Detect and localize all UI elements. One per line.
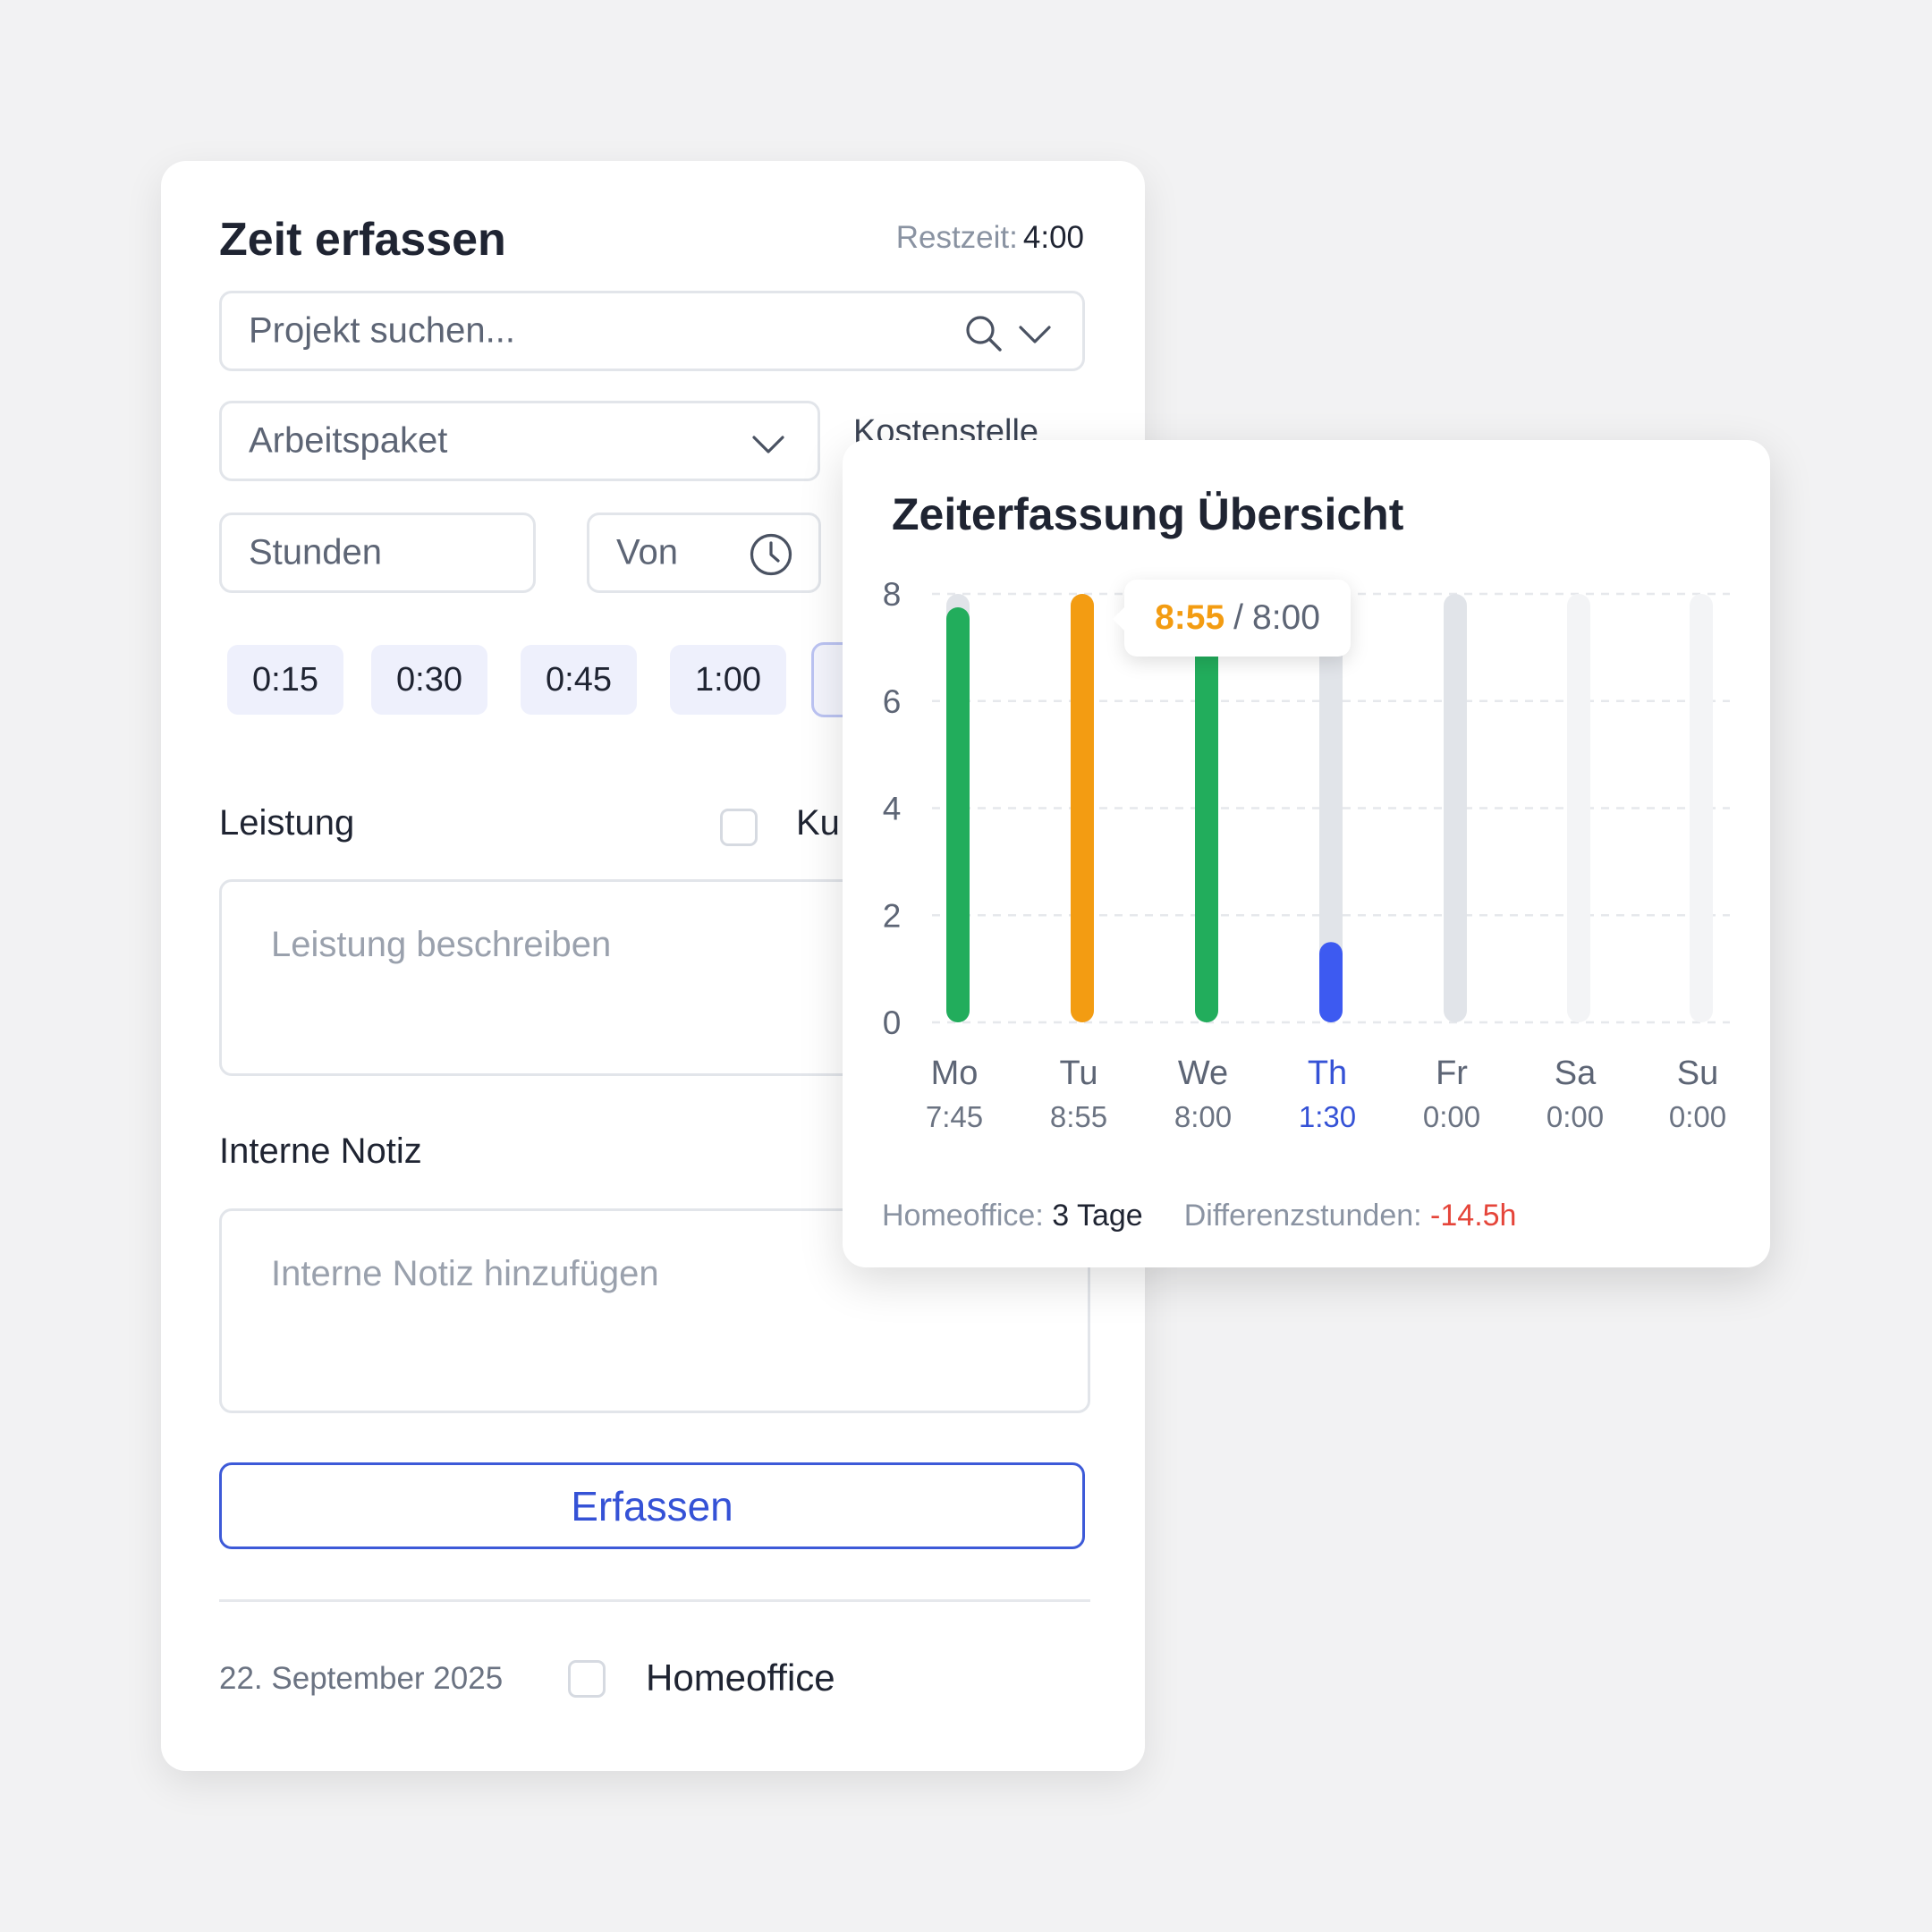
page-title: Zeit erfassen bbox=[219, 214, 506, 266]
leistung-placeholder: Leistung beschreiben bbox=[271, 925, 612, 964]
kunde-checkbox[interactable] bbox=[720, 809, 758, 846]
quick-time-button[interactable]: 1:00 bbox=[670, 645, 786, 715]
x-tick-label: Fr bbox=[1436, 1055, 1468, 1092]
overview-footer: Homeoffice: 3 Tage Differenzstunden: -14.… bbox=[882, 1199, 1516, 1233]
bar-value-label: 0:00 bbox=[1423, 1100, 1480, 1133]
x-tick-label: Mo bbox=[931, 1055, 979, 1092]
homeoffice-checkbox[interactable] bbox=[568, 1660, 606, 1698]
leistung-label: Leistung bbox=[219, 803, 355, 843]
remaining-time: Restzeit: 4:00 bbox=[896, 220, 1084, 256]
y-tick-label: 2 bbox=[883, 897, 902, 934]
hours-placeholder: Stunden bbox=[249, 532, 383, 572]
bar-mo bbox=[946, 606, 970, 1022]
search-icon[interactable] bbox=[964, 314, 1004, 353]
bar-track bbox=[1319, 594, 1343, 1022]
bar-track bbox=[1444, 594, 1467, 1022]
y-tick-label: 6 bbox=[883, 683, 902, 720]
chevron-down-icon[interactable] bbox=[751, 434, 785, 455]
tooltip-pointer bbox=[1113, 606, 1125, 631]
entry-date: 22. September 2025 bbox=[219, 1661, 504, 1696]
bar-value-label: 0:00 bbox=[1546, 1100, 1604, 1133]
hours-input[interactable]: Stunden bbox=[219, 513, 536, 593]
x-tick-label: Tu bbox=[1060, 1055, 1098, 1092]
start-time-input[interactable]: Von bbox=[587, 513, 821, 593]
x-tick-label: We bbox=[1178, 1055, 1228, 1092]
tooltip-target: 8:00 bbox=[1252, 598, 1320, 637]
weekly-hours-chart: 0 2 4 6 8 Mo 7:45 Tu 8:55 We 8:00 Th 1:30 Fr 0:00 Sa 0:0… bbox=[883, 576, 1730, 1133]
x-tick-label: Sa bbox=[1555, 1055, 1597, 1092]
overview-card: Zeiterfassung Übersicht 0 2 4 6 8 Mo 7:45 Tu 8:5… bbox=[843, 440, 1770, 1267]
tooltip-actual: 8:55 bbox=[1155, 598, 1225, 637]
notiz-placeholder: Interne Notiz hinzufügen bbox=[271, 1254, 659, 1293]
arbeitspaket-placeholder: Arbeitspaket bbox=[249, 420, 448, 461]
diff-hours-value: -14.5h bbox=[1430, 1199, 1517, 1233]
bar-th bbox=[1319, 942, 1343, 1022]
homeoffice-summary-label: Homeoffice: bbox=[882, 1199, 1044, 1233]
bar-value-label: 7:45 bbox=[926, 1100, 983, 1133]
y-tick-label: 4 bbox=[883, 791, 902, 827]
notiz-label: Interne Notiz bbox=[219, 1131, 422, 1171]
bar-track bbox=[1567, 594, 1590, 1022]
bar-value-label: 0:00 bbox=[1669, 1100, 1726, 1133]
y-tick-label: 8 bbox=[883, 576, 902, 613]
bar-tooltip: 8:55/8:00 bbox=[1113, 580, 1351, 657]
submit-button[interactable]: Erfassen bbox=[219, 1462, 1085, 1549]
remaining-time-label: Restzeit: bbox=[895, 220, 1018, 255]
bar-tu bbox=[1071, 594, 1094, 1022]
divider bbox=[219, 1599, 1090, 1602]
clock-icon[interactable] bbox=[749, 532, 793, 577]
bar-value-label: 8:00 bbox=[1174, 1100, 1232, 1133]
x-tick-label: Th bbox=[1308, 1055, 1347, 1092]
tooltip-separator: / bbox=[1233, 598, 1243, 637]
homeoffice-summary-value: 3 Tage bbox=[1052, 1199, 1143, 1233]
quick-time-button[interactable]: 0:30 bbox=[371, 645, 487, 715]
diff-hours-label: Differenzstunden: bbox=[1183, 1199, 1422, 1233]
homeoffice-label: Homeoffice bbox=[646, 1657, 835, 1699]
y-tick-label: 0 bbox=[883, 1004, 902, 1041]
project-search-placeholder: Projekt suchen... bbox=[249, 310, 515, 351]
chevron-down-icon[interactable] bbox=[1018, 324, 1052, 345]
quick-time-button[interactable]: 0:45 bbox=[521, 645, 637, 715]
start-time-placeholder: Von bbox=[616, 532, 678, 572]
overview-title: Zeiterfassung Übersicht bbox=[892, 489, 1404, 539]
bar-value-label: 1:30 bbox=[1299, 1100, 1356, 1133]
quick-time-button[interactable]: 0:15 bbox=[227, 645, 343, 715]
x-tick-label: Su bbox=[1677, 1055, 1718, 1092]
arbeitspaket-select[interactable]: Arbeitspaket bbox=[219, 401, 820, 481]
kunde-label: Ku bbox=[796, 803, 840, 843]
remaining-time-value: 4:00 bbox=[1022, 220, 1084, 255]
bar-track bbox=[1690, 594, 1713, 1022]
bar-value-label: 8:55 bbox=[1050, 1100, 1107, 1133]
bar-we bbox=[1195, 594, 1218, 1022]
project-search-input[interactable]: Projekt suchen... bbox=[219, 291, 1085, 371]
